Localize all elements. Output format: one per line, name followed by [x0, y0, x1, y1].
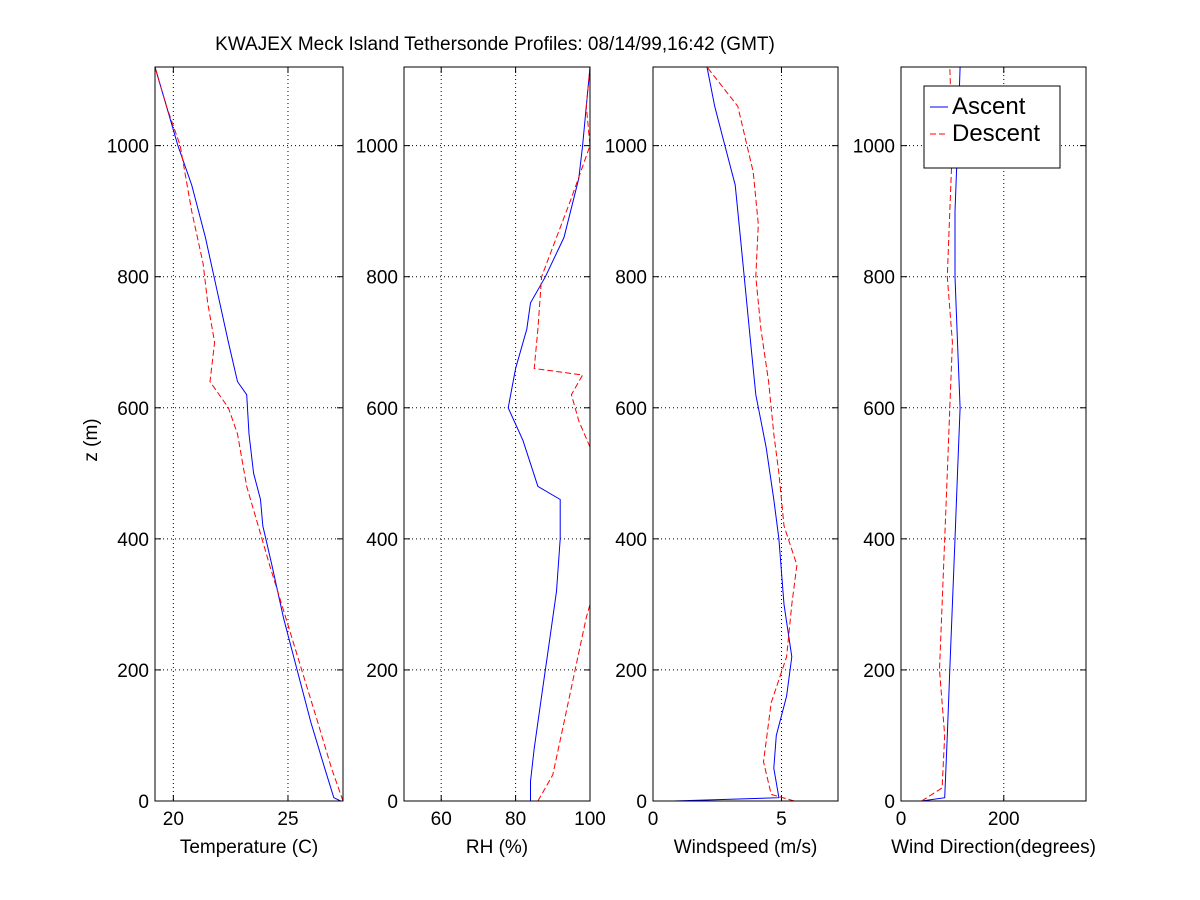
y-tick-label: 200 [117, 661, 149, 682]
series-line-descent-2 [537, 604, 591, 802]
legend-label-ascent: Ascent [952, 93, 1026, 120]
y-tick-label: 1000 [356, 137, 398, 158]
y-tick-label: 600 [863, 399, 895, 420]
panel-4: 0 200 400 600 800 1000 0 200 Wind Direction(degr… [853, 66, 1096, 858]
axes-frame [652, 66, 839, 802]
y-tick-label: 200 [366, 661, 398, 682]
y-tick-label: 800 [366, 268, 398, 289]
series-line-ascent-1 [673, 66, 793, 802]
x-tick-label: 200 [988, 809, 1020, 830]
y-axis-label: z (m) [81, 418, 102, 461]
series-line-ascent-1 [921, 66, 961, 802]
y-tick-label: 0 [387, 792, 398, 813]
chart-title: KWAJEX Meck Island Tethersonde Profiles:… [215, 34, 775, 55]
series-line-descent-3 [533, 66, 591, 448]
x-axis-label: RH (%) [466, 837, 528, 858]
y-tick-label: 400 [615, 530, 647, 551]
y-tick-label: 600 [366, 399, 398, 420]
series-line-descent-2 [921, 66, 953, 802]
y-tick-label: 600 [615, 399, 647, 420]
axes-frame [900, 66, 1087, 802]
x-tick-label: 5 [776, 809, 787, 830]
x-tick-label: 25 [277, 809, 298, 830]
y-tick-label: 0 [636, 792, 647, 813]
y-tick-label: 200 [615, 661, 647, 682]
series-line-descent-2 [706, 66, 798, 802]
y-tick-label: 0 [884, 792, 895, 813]
x-axis-label: Temperature (C) [180, 837, 318, 858]
axes-frame [154, 66, 344, 802]
panel-3: 0 200 400 600 800 1000 0 5 Windspeed (m/s) [605, 66, 839, 858]
y-tick-label: 600 [117, 399, 149, 420]
panel-2: 0 200 400 600 800 1000 60 80 100 RH (%) [356, 66, 606, 858]
x-axis-label: Wind Direction(degrees) [891, 837, 1096, 858]
x-tick-label: 80 [505, 809, 526, 830]
panel-1: 0 200 400 600 800 1000 20 25 Temperature (C) [107, 66, 344, 858]
y-tick-label: 1000 [853, 137, 895, 158]
y-tick-label: 400 [117, 530, 149, 551]
series-line-ascent-1 [507, 66, 591, 801]
y-tick-label: 800 [117, 268, 149, 289]
y-tick-label: 1000 [605, 137, 647, 158]
y-tick-label: 200 [863, 661, 895, 682]
axes-frame [403, 66, 591, 802]
legend-label-descent: Descent [952, 120, 1040, 147]
x-tick-label: 0 [896, 809, 907, 830]
legend-box [923, 85, 1061, 169]
x-tick-label: 100 [574, 809, 606, 830]
series-line-ascent-1 [154, 66, 341, 802]
series-line-descent-2 [154, 66, 344, 802]
plot-area [901, 67, 1086, 801]
x-axis-label: Windspeed (m/s) [674, 837, 818, 858]
y-tick-label: 800 [615, 268, 647, 289]
y-tick-label: 0 [138, 792, 149, 813]
x-tick-label: 60 [431, 809, 452, 830]
y-tick-label: 1000 [107, 137, 149, 158]
y-tick-label: 400 [863, 530, 895, 551]
y-tick-label: 400 [366, 530, 398, 551]
plot-area [404, 67, 590, 801]
y-tick-label: 800 [863, 268, 895, 289]
x-tick-label: 20 [163, 809, 184, 830]
plot-area [653, 67, 838, 801]
x-tick-label: 0 [648, 809, 659, 830]
